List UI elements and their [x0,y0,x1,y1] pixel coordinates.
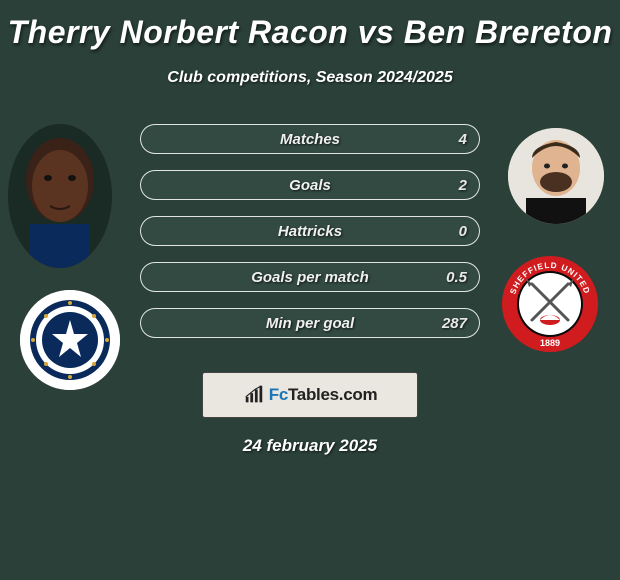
brand-link[interactable]: FcTables.com [202,372,418,418]
brand-suffix: Tables.com [288,385,377,404]
stat-row: Goals per match 0.5 [140,262,480,292]
player-left-avatar [8,124,112,268]
stat-value-right: 0 [459,217,467,245]
stat-label: Hattricks [141,217,479,245]
stat-label: Matches [141,125,479,153]
badge-text-bottom: 1889 [540,338,560,348]
portsmouth-badge-icon [20,290,120,390]
stat-label: Goals per match [141,263,479,291]
club-badge-right: SHEFFIELD UNITED 1889 [500,254,600,354]
stat-row: Min per goal 287 [140,308,480,338]
face-icon [8,124,112,268]
stat-value-right: 2 [459,171,467,199]
sheffield-badge-icon: SHEFFIELD UNITED 1889 [500,254,600,354]
bars-icon [243,384,265,406]
face-icon [508,128,604,224]
page-subtitle: Club competitions, Season 2024/2025 [0,69,620,87]
stat-row: Matches 4 [140,124,480,154]
stat-value-right: 4 [459,125,467,153]
player-right-avatar [508,128,604,224]
page-title: Therry Norbert Racon vs Ben Brereton [0,0,620,51]
brand-prefix: Fc [269,385,288,404]
stat-label: Min per goal [141,309,479,337]
stat-bars: Matches 4 Goals 2 Hattricks 0 Goals per … [140,124,480,354]
brand-text: FcTables.com [269,385,378,405]
stat-row: Goals 2 [140,170,480,200]
stat-value-right: 0.5 [446,263,467,291]
date-text: 24 february 2025 [0,436,620,456]
stat-row: Hattricks 0 [140,216,480,246]
club-badge-left [20,290,120,390]
stat-value-right: 287 [442,309,467,337]
stat-label: Goals [141,171,479,199]
